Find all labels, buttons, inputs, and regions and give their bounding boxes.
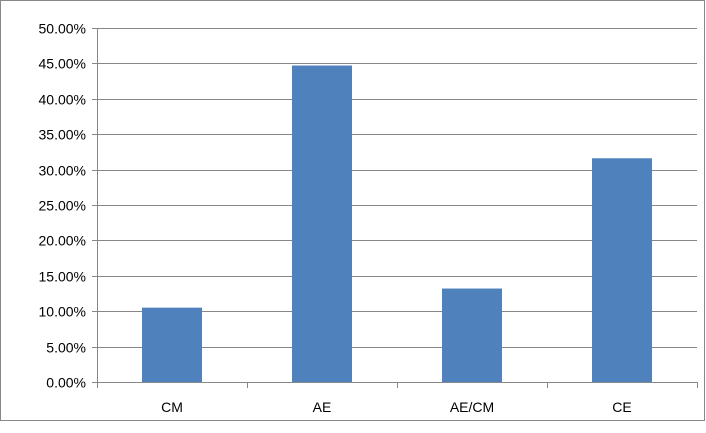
bar-ae-cm	[442, 288, 502, 382]
chart-border	[0, 0, 705, 421]
bars	[142, 65, 652, 383]
bar-ae	[292, 65, 352, 383]
y-tick-label: 45.00%	[39, 56, 86, 72]
y-tick-label: 0.00%	[46, 375, 86, 391]
x-tick-label: CE	[612, 399, 631, 415]
y-tick-labels: 0.00% 5.00% 10.00% 15.00% 20.00% 25.00% 30.00%…	[39, 21, 86, 391]
y-tick-label: 50.00%	[39, 21, 86, 37]
y-tick-label: 20.00%	[39, 233, 86, 249]
y-tick-label: 5.00%	[46, 340, 86, 356]
axes	[92, 28, 698, 388]
bar-cm	[142, 307, 202, 382]
y-tick-label: 40.00%	[39, 92, 86, 108]
y-tick-label: 30.00%	[39, 163, 86, 179]
y-tick-label: 10.00%	[39, 304, 86, 320]
bar-ce	[592, 158, 652, 382]
y-tick-label: 15.00%	[39, 269, 86, 285]
x-tick-label: AE	[313, 399, 332, 415]
x-tick-label: AE/CM	[450, 399, 494, 415]
y-tick-label: 35.00%	[39, 127, 86, 143]
x-tick-labels: CM AE AE/CM CE	[161, 399, 632, 415]
y-tick-label: 25.00%	[39, 198, 86, 214]
x-tick-label: CM	[161, 399, 183, 415]
